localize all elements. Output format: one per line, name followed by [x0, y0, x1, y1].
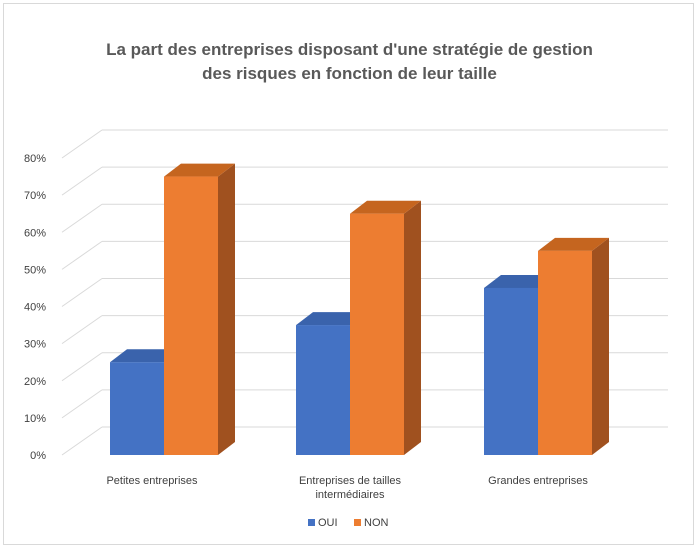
- bar-top-face: [110, 349, 181, 363]
- y-tick-label: 0%: [30, 450, 46, 462]
- bar-non-1: [350, 200, 421, 455]
- y-tick-label: 60%: [24, 227, 46, 239]
- legend-layer: OUI NON: [308, 517, 389, 529]
- legend-swatch-oui: [308, 519, 315, 526]
- chart-title-line-1: La part des entreprises disposant d'une …: [106, 40, 593, 59]
- gridline-diagonal: [61, 352, 103, 382]
- y-tick-label: 50%: [24, 264, 46, 276]
- bar-front-face: [484, 287, 538, 455]
- bar-non-0: [164, 163, 235, 455]
- bar-front-face: [164, 176, 218, 455]
- gridline-diagonal: [61, 240, 103, 270]
- bar-non-2: [538, 237, 609, 455]
- y-tick-label: 80%: [24, 153, 46, 165]
- gridline-diagonal: [61, 315, 103, 345]
- legend-label-oui: OUI: [318, 517, 338, 529]
- gridline-diagonal: [61, 203, 103, 233]
- bar-front-face: [296, 325, 350, 455]
- y-tick-label: 10%: [24, 413, 46, 425]
- bar-top-face: [296, 312, 367, 326]
- y-tick-label: 20%: [24, 376, 46, 388]
- bar-top-face: [538, 237, 609, 251]
- chart-title-line-2: des risques en fonction de leur taille: [202, 64, 497, 83]
- y-tick-label: 70%: [24, 190, 46, 202]
- gridline-diagonal: [61, 129, 103, 159]
- bar-front-face: [350, 213, 404, 455]
- bar-top-face: [350, 200, 421, 214]
- y-tick-label: 40%: [24, 302, 46, 314]
- x-category-label: intermédiaires: [315, 489, 385, 501]
- x-category-label: Petites entreprises: [106, 475, 198, 487]
- bar-top-face: [484, 274, 555, 288]
- labels-layer: 0% 10% 20% 30% 40% 50% 60% 70% 80% Petites entrep…: [24, 153, 588, 501]
- x-category-label: Grandes entreprises: [488, 475, 588, 487]
- legend-label-non: NON: [364, 517, 389, 529]
- chart-title: La part des entreprises disposant d'une …: [0, 38, 699, 86]
- gridline-diagonal: [61, 389, 103, 419]
- gridline-diagonal: [61, 278, 103, 307]
- gridline-diagonal: [61, 426, 103, 456]
- y-tick-label: 30%: [24, 339, 46, 351]
- bar-front-face: [538, 250, 592, 455]
- bar-side-face: [218, 163, 235, 455]
- legend-swatch-non: [354, 519, 361, 526]
- bars-layer: [110, 163, 609, 455]
- gridline-diagonal: [61, 166, 103, 196]
- bar-side-face: [404, 200, 421, 455]
- bar-top-face: [164, 163, 235, 177]
- bar-side-face: [592, 237, 609, 455]
- x-category-label: Entreprises de tailles: [299, 475, 402, 487]
- bar-front-face: [110, 362, 164, 455]
